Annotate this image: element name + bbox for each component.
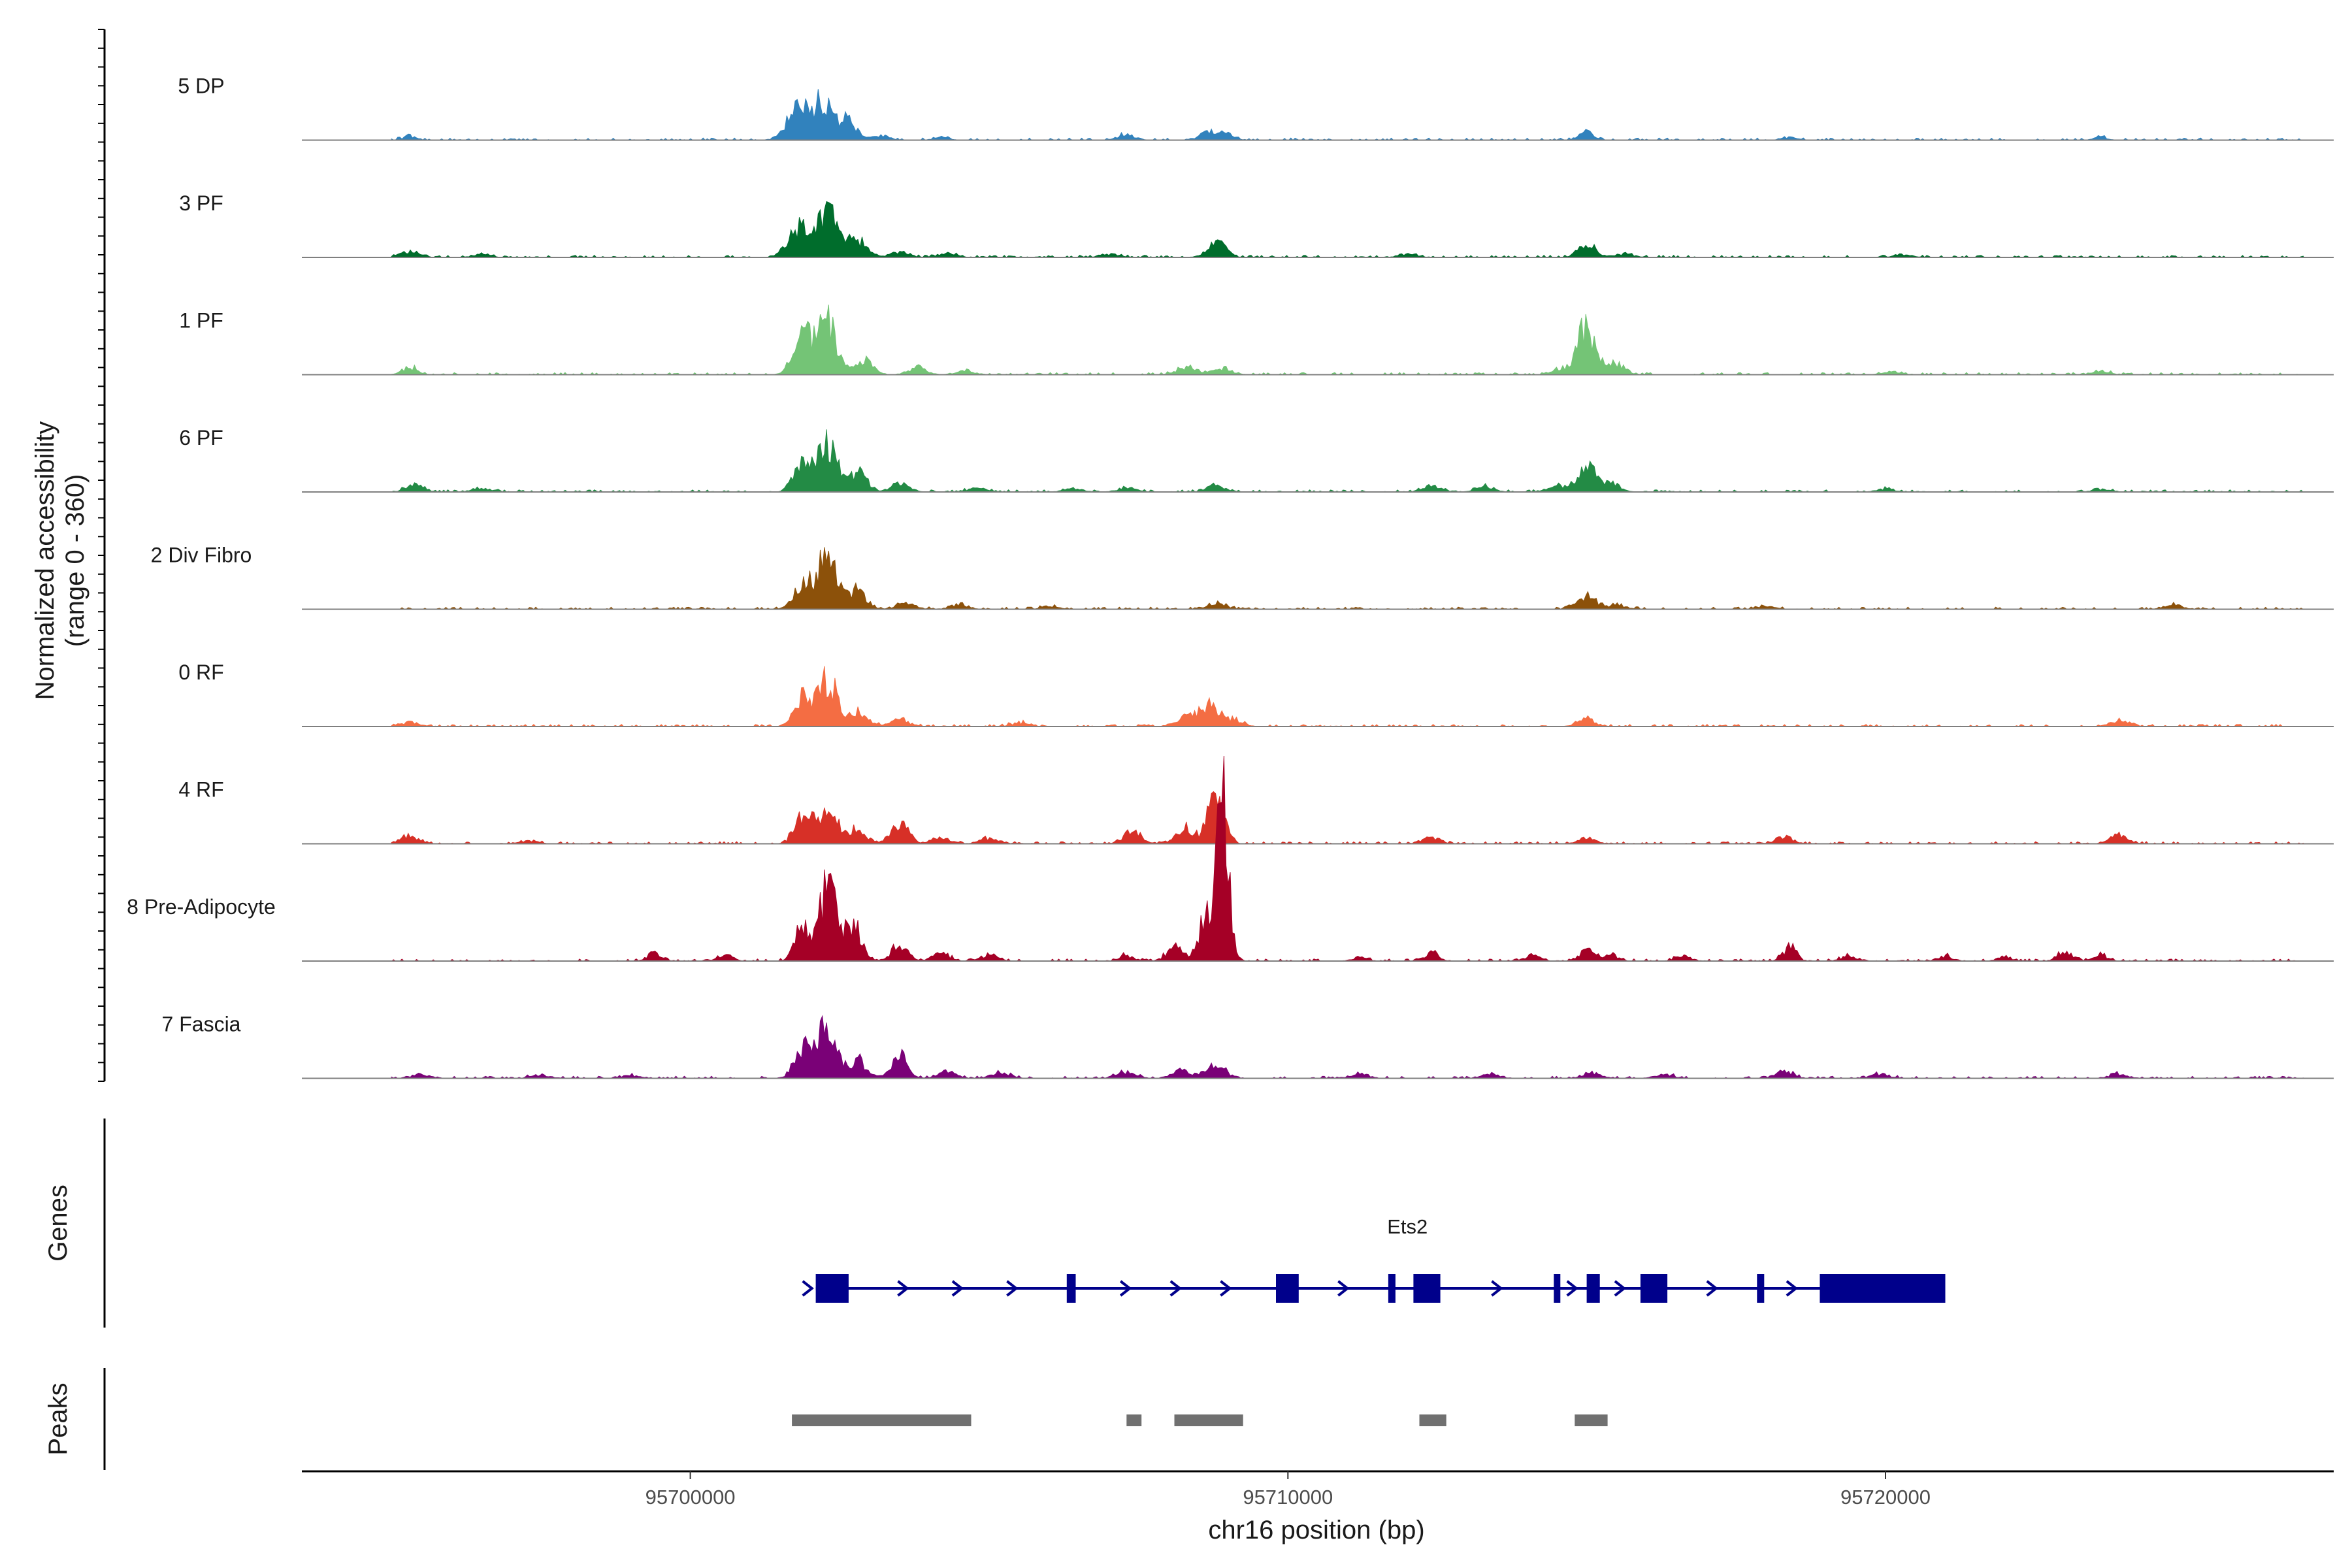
coverage-track: 1 PF <box>179 304 2334 376</box>
strand-arrow <box>1337 1280 1350 1297</box>
track-label: 8 Pre-Adipocyte <box>127 895 276 919</box>
peak-region <box>792 1414 972 1426</box>
coverage-track: 2 Div Fibro <box>151 544 2334 610</box>
track-label: 7 Fascia <box>162 1013 241 1036</box>
coverage-track: 5 DP <box>178 74 2334 141</box>
peak-region <box>1575 1414 1608 1426</box>
coverage-y-subtitle: (range 0 - 360) <box>61 474 90 647</box>
coverage-area <box>391 1015 2305 1079</box>
strand-arrow <box>1566 1280 1578 1297</box>
strand-arrow <box>1169 1280 1182 1297</box>
peaks-panel <box>792 1414 1608 1426</box>
track-label: 6 PF <box>179 426 223 449</box>
x-axis-title: chr16 position (bp) <box>1208 1516 1424 1544</box>
coverage-panel: 5 DP 3 PF 1 PF 6 PF 2 Div Fibro 0 RF 4 RF 8 Pre… <box>127 74 2334 1079</box>
coverage-track: 8 Pre-Adipocyte <box>127 755 2334 962</box>
peaks-track-label: Peaks <box>44 1382 73 1455</box>
x-tick-label: 95710000 <box>1243 1486 1333 1509</box>
gene-exon <box>1066 1274 1076 1303</box>
x-tick-label: 95720000 <box>1840 1486 1931 1509</box>
track-label: 2 Div Fibro <box>151 544 252 567</box>
strand-arrow <box>802 1280 814 1297</box>
x-tick-label: 95700000 <box>645 1486 736 1509</box>
gene-exon <box>1276 1274 1299 1303</box>
gene-exon <box>1554 1274 1561 1303</box>
strand-arrow <box>1006 1280 1019 1297</box>
coverage-area <box>391 304 2304 376</box>
genes-panel: Ets2 <box>802 1215 1946 1303</box>
peak-region <box>1419 1414 1446 1426</box>
genes-track-label: Genes <box>44 1184 73 1262</box>
strand-arrow <box>1220 1280 1232 1297</box>
track-label: 4 RF <box>178 778 223 802</box>
gene-exon <box>1388 1274 1396 1303</box>
gene-exon <box>1640 1274 1668 1303</box>
coverage-area <box>391 547 2304 610</box>
coverage-y-title: Normalized accessibility <box>31 421 59 700</box>
strand-arrow <box>951 1280 964 1297</box>
coverage-area <box>390 755 2304 962</box>
coverage-area <box>391 201 2305 258</box>
coverage-track: 0 RF <box>178 661 2334 727</box>
strand-arrow <box>1614 1280 1627 1297</box>
x-axis: 95700000 95710000 95720000 <box>302 1470 2334 1509</box>
gene-exon <box>1820 1274 1946 1303</box>
gene-name: Ets2 <box>1387 1215 1428 1238</box>
coverage-track: 3 PF <box>179 191 2334 258</box>
strand-arrow <box>1119 1280 1132 1297</box>
coverage-track: 4 RF <box>178 778 2334 845</box>
strand-arrow <box>897 1280 909 1297</box>
coverage-y-axis <box>98 29 106 1082</box>
coverage-track: 7 Fascia <box>162 1013 2334 1079</box>
coverage-track: 6 PF <box>179 426 2334 493</box>
peak-region <box>1174 1414 1243 1426</box>
strand-arrow <box>1706 1280 1718 1297</box>
coverage-area <box>391 89 2304 141</box>
gene-exon <box>1757 1274 1765 1303</box>
peak-region <box>1126 1414 1142 1426</box>
track-label: 0 RF <box>178 661 223 684</box>
track-label: 5 DP <box>178 74 224 98</box>
coverage-area <box>391 791 2305 845</box>
coverage-area <box>391 666 2304 727</box>
strand-arrow <box>1491 1280 1503 1297</box>
gene-exon <box>815 1274 849 1303</box>
coverage-area <box>391 429 2304 493</box>
gene-exon <box>1413 1274 1441 1303</box>
track-label: 1 PF <box>179 309 223 333</box>
strand-arrow <box>1786 1280 1799 1297</box>
gene-exon <box>1586 1274 1600 1303</box>
track-label: 3 PF <box>179 191 223 215</box>
